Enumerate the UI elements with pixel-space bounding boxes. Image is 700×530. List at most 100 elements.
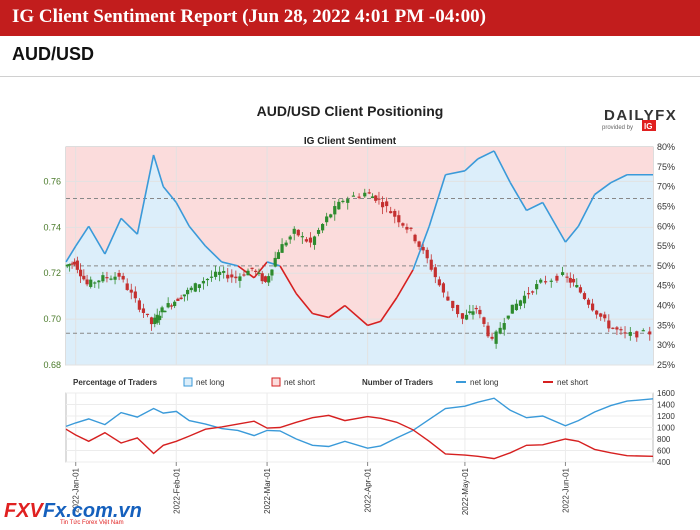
candle-body [357,196,361,198]
candle-body [72,261,77,265]
candle-body [296,229,300,236]
candle-body [226,274,230,279]
candle-body [325,216,329,223]
candle-body [498,327,502,334]
sentiment-line-segment [509,182,528,211]
candle-body [464,314,469,320]
price-tick-label: 0.76 [43,176,61,186]
candle-body [619,329,623,331]
pct-tick-label: 60% [657,221,675,231]
candle-body [300,236,304,238]
candle-body [89,279,93,287]
candle-body [176,298,180,301]
candle-body [611,327,615,329]
count-tick-label: 800 [657,435,671,444]
candle-body [543,281,548,283]
candle-body [385,201,389,207]
candle-body [169,305,174,307]
candle-body [333,206,337,215]
candle-body [522,295,527,304]
candle-body [230,274,234,278]
report-header: IG Client Sentiment Report (Jun 28, 2022… [0,0,700,36]
legend-net-long-label: net long [196,378,224,387]
candle-body [145,313,150,316]
candle-body [129,289,133,293]
candle-body [451,300,455,308]
candle-body [189,287,193,291]
candle-body [65,264,69,267]
candle-body [539,279,543,283]
pct-tick-label: 40% [657,301,675,311]
candle-body [437,279,441,286]
candle-body [397,215,401,223]
candle-body [250,267,254,269]
candle-body [312,236,317,245]
candle-body [595,310,599,315]
candle-body [486,325,490,337]
candle-body [155,314,159,323]
candle-body [218,271,222,275]
sentiment-line-segment [464,158,479,172]
count-net-short-line [65,414,654,460]
legend-net-short-label: net short [284,378,316,387]
candle-body [514,303,518,311]
sentiment-line-segment [75,225,90,247]
sentiment-line-segment [542,202,567,243]
candle-body [321,223,325,231]
sentiment-line-segment [428,174,447,227]
sentiment-line-segment [188,225,207,247]
count-net-long-line [65,397,654,449]
candle-body [405,226,409,230]
count-tick-label: 1000 [657,424,675,433]
footer-logo: FXVFx.com.vn Tin Tức Forex Việt Nam [4,500,142,528]
candle-body [607,320,611,329]
candle-body [578,287,583,293]
candle-body [137,300,141,310]
candle-body [201,280,206,284]
sentiment-line-segment [295,293,314,314]
candle-body [456,304,460,315]
pct-tick-label: 80% [657,142,675,152]
candle-body [337,201,341,210]
sentiment-line-segment [120,217,138,235]
candle-body [209,276,214,278]
candle-body [370,196,375,199]
candle-body [254,270,258,272]
candle-body [603,314,607,319]
candle-body [535,284,539,290]
candle-body [280,244,284,253]
candle-body [641,330,645,332]
legend-net-long-swatch [183,377,193,387]
candle-body [97,280,101,283]
dailyfx-logo: DAILYFX [604,107,677,124]
date-tick-label: 2022-Apr-01 [364,467,373,512]
sentiment-line-segment [136,154,155,235]
sentiment-line-segment [344,304,369,326]
candle-body [590,303,595,311]
candle-body [433,267,437,278]
sentiment-line-segment [493,150,512,184]
sentiment-line-segment [279,265,297,295]
candle-body [494,331,498,344]
candle-body [182,294,186,297]
candle-body [242,274,246,276]
sentiment-line-segment [104,218,122,255]
logo-prefix: FXV [4,500,43,522]
candle-body [628,332,632,336]
candle-body [409,227,413,229]
candle-body [213,271,218,277]
candle-body [549,280,553,282]
candle-body [117,272,121,277]
candle-body [510,304,514,314]
candle-body [474,307,478,310]
candle-body [555,275,559,281]
candle-body [186,289,190,295]
candle-body [316,230,321,234]
candle-body [615,327,619,330]
candle-body [197,284,201,288]
candle-body [304,239,308,242]
ig-badge-text: IG [644,122,652,131]
sentiment-line-segment [577,194,596,227]
candle-body [125,283,129,290]
